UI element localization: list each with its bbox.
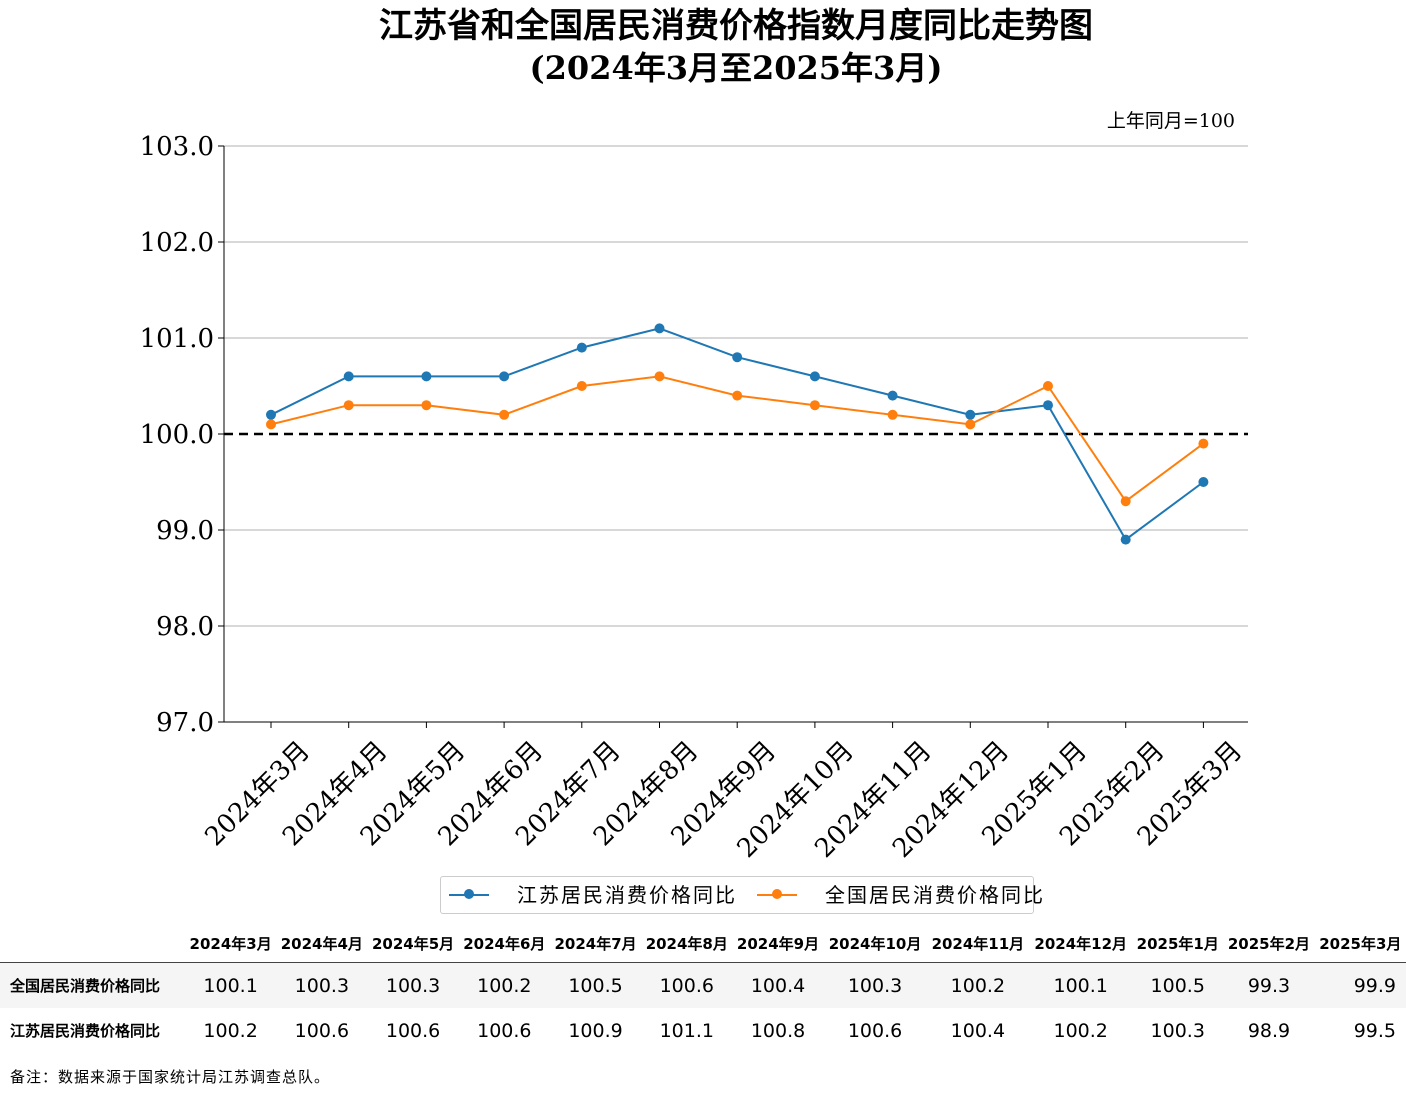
table-cell: 98.9: [1247, 1019, 1291, 1042]
table-header-corner: [0, 924, 185, 963]
data-point-series-0: [1198, 477, 1209, 487]
data-point-series-0: [732, 352, 743, 363]
table-header-cell: 2024年8月: [645, 934, 728, 953]
data-point-series-1: [421, 400, 432, 411]
data-point-series-0: [887, 390, 898, 401]
table-cell: 100.2: [1053, 1019, 1108, 1042]
table-header-row: 2024年3月 2024年4月 2024年5月 2024年6月 2024年7月 …: [0, 924, 1406, 963]
y-tick-label: 98.0: [156, 612, 214, 642]
data-point-series-0: [576, 342, 587, 353]
table-header-cell: 2025年3月: [1319, 934, 1402, 953]
table-header-cell: 2024年9月: [736, 934, 820, 953]
table-cell: 99.5: [1353, 1019, 1396, 1042]
table-cell: 100.4: [750, 974, 806, 997]
chart-title: 江苏省和全国居民消费价格指数月度同比走势图: [379, 6, 1093, 46]
data-point-series-0: [266, 409, 276, 420]
y-tick-label: 103.0: [140, 132, 214, 162]
table-cell: 100.5: [568, 974, 623, 997]
data-point-series-0: [421, 371, 432, 382]
table-header-cell: 2024年7月: [554, 934, 637, 953]
unit-note: 上年同月=100: [1106, 110, 1235, 132]
table-cell: 100.2: [203, 1019, 258, 1042]
data-point-series-0: [654, 323, 665, 334]
table-header-cell: 2025年2月: [1227, 934, 1311, 953]
table-cell: 101.1: [659, 1019, 714, 1042]
legend: 江苏居民消费价格同比 全国居民消费价格同比: [440, 876, 1043, 914]
table-header-cell: 2024年10月: [828, 934, 922, 953]
table-header-cell: 2024年12月: [1034, 934, 1128, 953]
table-cell: 100.1: [203, 974, 258, 997]
data-table: 2024年3月 2024年4月 2024年5月 2024年6月 2024年7月 …: [0, 924, 1406, 1053]
line-chart: 97.098.099.0100.0101.0102.0103.02024年3月2…: [140, 132, 1249, 864]
data-point-series-1: [499, 409, 510, 420]
data-point-series-0: [965, 409, 976, 420]
data-point-series-1: [1198, 438, 1209, 449]
table-cell: 100.3: [294, 974, 350, 997]
table-cell: 100.9: [568, 1019, 623, 1042]
data-point-series-0: [499, 371, 510, 382]
table-row-label: 江苏居民消费价格同比: [10, 1022, 161, 1040]
table-cell: 100.6: [294, 1019, 350, 1042]
table-cell: 100.6: [659, 974, 714, 997]
table-row-national: 全国居民消费价格同比 100.1 100.3 100.3 100.2 100.5…: [0, 962, 1406, 1008]
table-header-cell: 2024年3月: [189, 934, 272, 953]
data-point-series-1: [576, 381, 587, 391]
table-header-cell: 2025年1月: [1136, 934, 1219, 953]
legend-marker-jiangsu: [464, 889, 474, 899]
table-cell: 100.1: [1053, 974, 1108, 997]
legend-label-national: 全国居民消费价格同比: [825, 883, 1045, 907]
data-point-series-0: [1120, 534, 1131, 545]
table-header-cell: 2024年6月: [463, 934, 546, 953]
table-cell: 100.3: [385, 974, 441, 997]
data-point-series-1: [732, 390, 743, 401]
data-point-series-1: [887, 409, 898, 420]
series-layer: [266, 323, 1209, 545]
y-tick-label: 101.0: [140, 324, 214, 354]
y-tick-label: 99.0: [156, 516, 214, 546]
table-row-jiangsu: 江苏居民消费价格同比 100.2 100.6 100.6 100.6 100.9…: [0, 1008, 1406, 1053]
data-point-series-1: [1120, 496, 1131, 507]
table-cell: 100.2: [950, 974, 1006, 997]
data-point-series-1: [1043, 381, 1053, 391]
data-point-series-1: [654, 371, 665, 382]
table-cell: 100.3: [1150, 1019, 1205, 1042]
data-point-series-1: [965, 419, 976, 430]
table-row-label: 全国居民消费价格同比: [10, 977, 161, 995]
legend-marker-national: [772, 889, 782, 899]
source-note: 备注：数据来源于国家统计局江苏调查总队。: [10, 1068, 331, 1086]
data-point-series-1: [343, 400, 354, 411]
data-point-series-0: [343, 371, 354, 382]
table-cell: 100.8: [750, 1019, 806, 1042]
y-tick-label: 100.0: [140, 420, 214, 450]
table-header-cell: 2024年4月: [280, 934, 363, 953]
axes: [218, 145, 1248, 728]
legend-label-jiangsu: 江苏居民消费价格同比: [517, 883, 737, 907]
table-cell: 100.6: [477, 1019, 532, 1042]
table-cell: 100.6: [385, 1019, 441, 1042]
table-cell: 100.2: [477, 974, 532, 997]
table-header-cell: 2024年5月: [371, 934, 455, 953]
data-point-series-1: [809, 400, 820, 411]
table-cell: 99.3: [1247, 974, 1291, 997]
table-cell: 100.5: [1150, 974, 1205, 997]
y-tick-label: 102.0: [140, 228, 214, 258]
y-tick-label: 97.0: [156, 708, 214, 738]
table-cell: 99.9: [1353, 974, 1396, 997]
chart-subtitle: (2024年3月至2025年3月): [529, 49, 943, 87]
table-cell: 100.4: [950, 1019, 1006, 1042]
table-cell: 100.6: [847, 1019, 903, 1042]
data-point-series-0: [809, 371, 820, 382]
data-point-series-1: [266, 419, 276, 430]
table-header-cell: 2024年11月: [931, 934, 1025, 953]
data-point-series-0: [1043, 400, 1053, 411]
table-cell: 100.3: [847, 974, 903, 997]
